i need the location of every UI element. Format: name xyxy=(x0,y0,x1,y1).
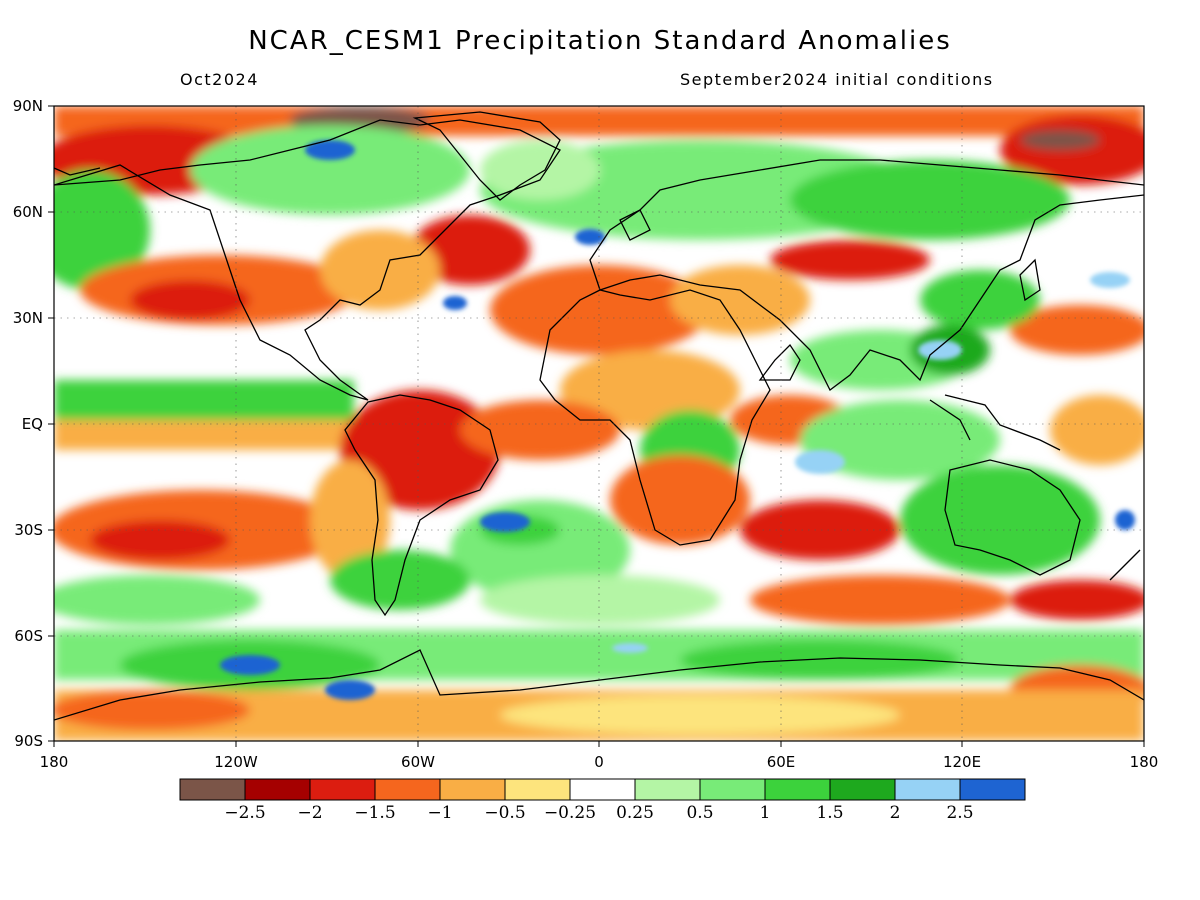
lon-label: 60E xyxy=(767,753,796,771)
colorbar-label: 0.5 xyxy=(686,803,713,823)
lon-label: 0 xyxy=(594,753,604,771)
valid-month-label: Oct2024 xyxy=(180,70,259,89)
initial-conditions-label: September2024 initial conditions xyxy=(680,70,994,89)
lat-label: 60S xyxy=(14,627,43,645)
colorbar-swatch xyxy=(699,778,766,801)
lat-label: 60N xyxy=(13,203,43,221)
colorbar-swatch xyxy=(179,778,246,801)
lat-label: 90S xyxy=(14,732,43,750)
colorbar-swatch xyxy=(569,778,636,801)
colorbar-label: −2.5 xyxy=(224,803,265,823)
map-title: NCAR_CESM1 Precipitation Standard Anomal… xyxy=(248,26,952,56)
lon-label: 60W xyxy=(401,753,435,771)
colorbar-label: −2 xyxy=(297,803,322,823)
colorbar-swatch xyxy=(829,778,896,801)
colorbar-swatch xyxy=(634,778,701,801)
colorbar-swatch xyxy=(764,778,831,801)
colorbar-label: 1 xyxy=(760,803,771,823)
colorbar-swatch xyxy=(309,778,376,801)
colorbar-label: 2.5 xyxy=(946,803,973,823)
colorbar-label: 2 xyxy=(890,803,901,823)
colorbar-label: 1.5 xyxy=(816,803,843,823)
colorbar-swatch xyxy=(244,778,311,801)
lat-label: 30N xyxy=(13,309,43,327)
colorbar-label: −1.5 xyxy=(354,803,395,823)
colorbar-label: −0.25 xyxy=(544,803,596,823)
lat-label: 90N xyxy=(13,97,43,115)
anomaly-field xyxy=(54,106,1144,741)
lon-label: 120W xyxy=(214,753,258,771)
coastlines xyxy=(54,111,1144,721)
lon-label: 180 xyxy=(1130,753,1159,771)
colorbar-label: 0.25 xyxy=(616,803,654,823)
colorbar-swatch xyxy=(504,778,571,801)
lat-label: 30S xyxy=(14,521,43,539)
colorbar: −2.5 −2 −1.5 −1 −0.5 −0.25 0.25 0.5 1 1.5 2 2.5 xyxy=(179,778,1026,823)
colorbar-label: −0.5 xyxy=(484,803,525,823)
lon-label: 180 xyxy=(40,753,69,771)
colorbar-label: −1 xyxy=(427,803,452,823)
colorbar-swatch xyxy=(959,778,1026,801)
colorbar-swatch xyxy=(439,778,506,801)
lat-label: EQ xyxy=(22,415,43,433)
lon-label: 120E xyxy=(943,753,981,771)
colorbar-swatch xyxy=(894,778,961,801)
colorbar-swatch xyxy=(374,778,441,801)
